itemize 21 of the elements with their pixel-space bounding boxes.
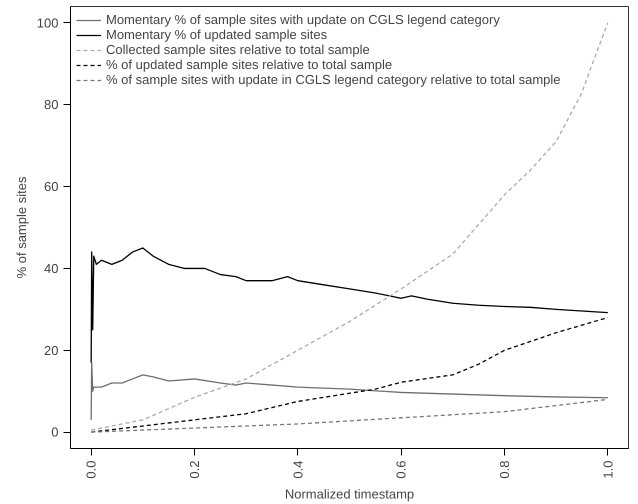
y-tick-label: 0: [51, 424, 59, 440]
legend-label: % of updated sample sites relative to total sample: [106, 57, 392, 72]
line-series: [90, 316, 608, 433]
x-tick-label: 0.8: [497, 460, 512, 479]
legend-label: Momentary % of sample sites with update on CGLS legend category: [106, 12, 500, 27]
x-tick-label: 1.0: [600, 460, 616, 479]
y-tick-label: 80: [44, 97, 59, 112]
x-tick-label: 0.4: [290, 460, 306, 479]
x-tick-label: 0.6: [394, 460, 409, 479]
x-tick-label: 0.2: [187, 460, 202, 479]
y-tick-label: 40: [44, 260, 59, 276]
y-tick-label: 60: [44, 179, 59, 194]
x-axis-title: Normalized timestamp: [284, 486, 414, 502]
legend-label: % of sample sites with update in CGLS legend category relative to total sample: [106, 72, 561, 87]
y-axis-title: % of sample sites: [14, 176, 29, 278]
line-series: [90, 247, 608, 364]
legend-label: Momentary % of updated sample sites: [106, 27, 328, 42]
x-tick-label: 0.0: [84, 460, 99, 479]
y-tick-label: 20: [44, 342, 59, 358]
y-tick-label: 100: [36, 15, 59, 30]
legend-label: Collected sample sites relative to total sample: [106, 42, 370, 57]
